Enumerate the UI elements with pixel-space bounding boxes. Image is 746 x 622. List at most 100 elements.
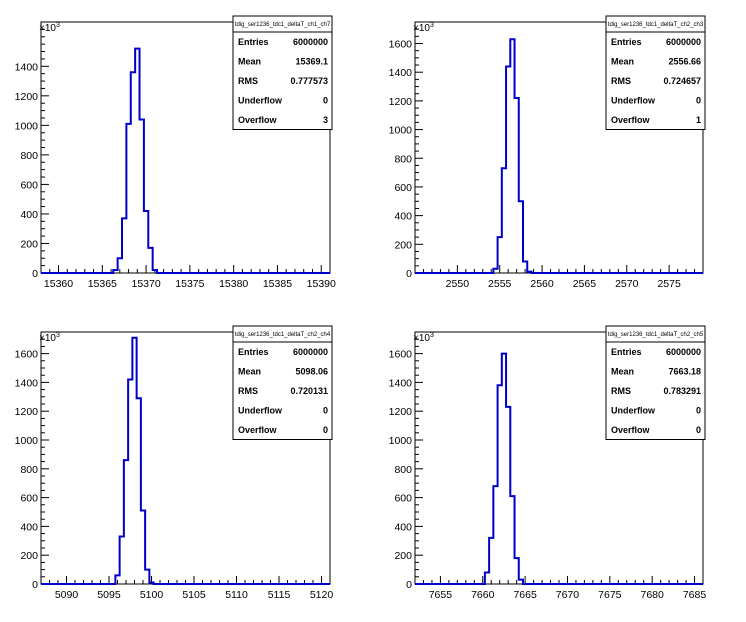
- x-tick-label: 2560: [530, 278, 554, 290]
- histogram-bin: [502, 354, 506, 584]
- stats-box-frame: [605, 325, 706, 440]
- histogram-bin: [523, 262, 527, 273]
- x-tick-label: 5115: [268, 589, 291, 601]
- histogram-bin: [502, 168, 506, 273]
- y-tick-label: 1400: [15, 377, 39, 389]
- y-tick-label: 1400: [389, 67, 413, 79]
- histogram-bin: [485, 572, 489, 584]
- y-tick-label: 200: [20, 550, 38, 562]
- x-tick-label: 5120: [310, 589, 334, 601]
- x-tick-label: 2565: [573, 278, 597, 290]
- stats-label: Overflow: [611, 115, 651, 125]
- x-tick-label: 7685: [683, 589, 707, 601]
- y-exponent: 3: [56, 332, 60, 339]
- y-tick-label: 600: [394, 493, 412, 505]
- stats-box: tdig_ser1236_tdc1_deltaT_ch2_ch5 Entries 6…: [605, 325, 706, 440]
- stats-label: RMS: [611, 76, 631, 86]
- histogram-panel-2: 2550 2555 2560 2565 2570 25750200400600800100…: [389, 15, 706, 290]
- stats-label: Underflow: [238, 96, 283, 106]
- x-tick-label: 7655: [429, 589, 453, 601]
- histogram-bin: [493, 269, 497, 273]
- histogram-line: [41, 47, 330, 274]
- stats-value: 15369.1: [295, 57, 328, 67]
- stats-title: tdig_ser1236_tdc1_deltaT_ch1_ch7: [235, 22, 331, 28]
- y-tick-label: 400: [20, 209, 38, 221]
- stats-label: RMS: [238, 386, 258, 396]
- stats-box-frame: [232, 15, 333, 130]
- x-tick-label: 5100: [140, 589, 164, 601]
- x-tick-label: 5110: [225, 589, 248, 601]
- histogram-panel-3: 5090 5095 5100 5105 5110 5115 5120 0 200 400 600 80…: [15, 325, 334, 601]
- x-tick-label: 15370: [131, 278, 160, 290]
- histogram-bin: [519, 580, 523, 584]
- histogram-line: [415, 38, 703, 274]
- stats-label: Overflow: [238, 425, 278, 435]
- histogram-bin: [149, 583, 153, 584]
- histogram-bin: [515, 98, 519, 273]
- histogram-bin: [527, 272, 531, 273]
- histogram-bin: [140, 119, 144, 273]
- stats-label: Overflow: [238, 115, 278, 125]
- histogram-bin: [131, 72, 135, 273]
- stats-label: Mean: [238, 57, 261, 67]
- stats-value: 0: [323, 96, 328, 106]
- histogram-bin: [124, 460, 128, 584]
- y-tick-label: 200: [20, 238, 38, 250]
- stats-value: 7663.18: [668, 367, 701, 377]
- y-tick-label: 0: [406, 268, 412, 280]
- stats-value: 1: [696, 115, 701, 125]
- x-tick-label: 15380: [219, 278, 248, 290]
- stats-value: 3: [323, 115, 328, 125]
- histogram-bin: [153, 270, 157, 273]
- x-tick-label: 7680: [640, 589, 664, 601]
- histogram-bin: [498, 237, 502, 273]
- y-tick-label: 1000: [389, 125, 413, 137]
- histogram-bin: [519, 201, 523, 273]
- stats-label: Entries: [611, 37, 642, 47]
- x-tick-label: 5095: [97, 589, 121, 601]
- stats-title: tdig_ser1236_tdc1_deltaT_ch2_ch4: [235, 332, 331, 338]
- x-tick-label: 15375: [175, 278, 204, 290]
- histogram-bin: [135, 49, 139, 273]
- y-tick-label: 1200: [389, 406, 413, 418]
- x-tick-label: 7660: [471, 589, 495, 601]
- y-exponent: 3: [430, 22, 434, 29]
- x-tick-label: 2555: [488, 278, 512, 290]
- stats-label: RMS: [238, 76, 258, 86]
- histogram-bin: [489, 538, 493, 584]
- y-tick-label: 1600: [15, 349, 39, 361]
- stats-value: 2556.66: [668, 57, 701, 67]
- y-exponent-label: ×103: [413, 22, 434, 34]
- histogram-bin: [506, 407, 510, 584]
- stats-label: Underflow: [238, 406, 283, 416]
- y-exponent: 3: [430, 332, 434, 339]
- y-tick-label: 1000: [15, 435, 39, 447]
- histogram-bin: [122, 218, 126, 273]
- x-tick-label: 15365: [88, 278, 117, 290]
- stats-value: 6000000: [293, 347, 328, 357]
- y-tick-label: 0: [32, 268, 38, 280]
- y-tick-label: 1400: [389, 377, 413, 389]
- stats-value: 0: [696, 406, 701, 416]
- histogram-bin: [144, 211, 148, 273]
- x-tick-label: 5090: [55, 589, 79, 601]
- stats-value: 0.777573: [290, 76, 328, 86]
- y-tick-label: 1000: [15, 120, 39, 132]
- y-tick-label: 1600: [389, 349, 413, 361]
- stats-value: 0.720131: [290, 386, 328, 396]
- stats-box: tdig_ser1236_tdc1_deltaT_ch2_ch3 Entries 6…: [605, 15, 706, 130]
- y-tick-label: 0: [406, 579, 412, 591]
- x-tick-label: 15390: [307, 278, 336, 290]
- stats-label: Mean: [611, 367, 634, 377]
- y-tick-label: 400: [20, 521, 38, 533]
- histogram-bin: [113, 270, 117, 273]
- y-tick-label: 1000: [389, 435, 413, 447]
- histogram-panel-4: 7655 7660 7665 7670 7675 7680 7685 0 200 400 600 80…: [389, 325, 707, 601]
- histogram-bin: [510, 39, 514, 273]
- stats-value: 0: [323, 425, 328, 435]
- stats-title: tdig_ser1236_tdc1_deltaT_ch2_ch5: [608, 332, 704, 338]
- y-tick-label: 600: [20, 179, 38, 191]
- histogram-bin: [506, 66, 510, 273]
- histogram-bin: [118, 258, 122, 273]
- stats-title: tdig_ser1236_tdc1_deltaT_ch2_ch3: [608, 22, 704, 28]
